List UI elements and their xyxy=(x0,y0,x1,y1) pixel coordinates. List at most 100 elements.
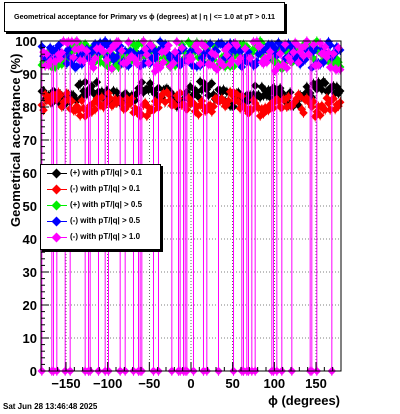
y-tick-label: 70 xyxy=(23,133,37,148)
data-point xyxy=(260,53,270,63)
x-tick-label: −100 xyxy=(93,376,122,391)
data-point xyxy=(67,37,77,46)
data-point xyxy=(280,40,290,49)
data-point xyxy=(152,99,162,109)
data-point xyxy=(335,86,345,96)
legend-label: (+) with pT/|q| > 0.5 xyxy=(70,200,143,209)
data-point xyxy=(222,50,232,60)
data-point xyxy=(299,51,308,61)
data-point xyxy=(99,47,108,56)
data-point xyxy=(315,111,325,120)
data-point xyxy=(75,111,85,120)
data-point xyxy=(205,39,215,49)
data-point xyxy=(290,97,300,106)
x-tick-label: 50 xyxy=(225,376,239,391)
data-point xyxy=(169,58,178,68)
data-point xyxy=(42,49,52,59)
data-point xyxy=(212,94,222,104)
data-point xyxy=(320,78,330,88)
data-point xyxy=(284,92,293,102)
data-point xyxy=(54,88,63,97)
data-point xyxy=(325,40,335,50)
data-point xyxy=(315,38,325,48)
data-point xyxy=(114,37,123,47)
data-point xyxy=(255,93,265,102)
data-point xyxy=(329,49,338,59)
data-point xyxy=(162,44,172,54)
y-tick-label: 90 xyxy=(23,67,37,82)
data-point xyxy=(152,61,162,71)
data-point xyxy=(197,53,207,63)
data-point xyxy=(57,48,67,57)
data-point xyxy=(210,50,220,60)
data-point xyxy=(117,46,127,56)
data-point xyxy=(270,43,280,53)
data-point xyxy=(187,54,197,64)
x-tick-label: 100 xyxy=(263,376,285,391)
data-point xyxy=(127,52,137,61)
y-tick-label: 0 xyxy=(30,364,37,379)
data-point xyxy=(315,81,325,91)
data-point xyxy=(105,45,115,55)
data-point xyxy=(155,63,165,73)
data-point xyxy=(224,96,233,106)
data-point xyxy=(192,39,202,48)
data-point xyxy=(82,46,92,56)
data-point xyxy=(335,97,345,107)
data-point xyxy=(280,95,290,104)
data-point xyxy=(334,43,343,53)
data-point xyxy=(192,102,202,112)
data-point xyxy=(240,44,250,53)
data-point xyxy=(197,85,207,95)
data-point xyxy=(112,87,122,97)
data-point xyxy=(275,83,285,93)
data-point xyxy=(224,42,233,51)
y-tick-label: 60 xyxy=(23,166,37,181)
data-point xyxy=(112,52,122,62)
data-point xyxy=(147,41,157,51)
data-point xyxy=(207,48,217,58)
data-point xyxy=(234,97,243,107)
data-point xyxy=(195,59,205,69)
data-point xyxy=(77,96,87,105)
data-point xyxy=(332,54,342,64)
data-point xyxy=(320,42,330,52)
data-point xyxy=(275,49,285,58)
legend-marker xyxy=(51,216,62,227)
data-point xyxy=(74,45,83,54)
data-point xyxy=(300,41,310,51)
data-point xyxy=(200,42,210,51)
data-point xyxy=(194,46,203,56)
data-point xyxy=(170,47,180,57)
data-point xyxy=(97,93,107,102)
data-point xyxy=(132,89,142,98)
data-point xyxy=(177,43,187,53)
data-point xyxy=(192,87,202,97)
data-point xyxy=(127,94,137,103)
data-point xyxy=(104,42,113,52)
data-point xyxy=(164,89,173,99)
data-point xyxy=(320,105,330,115)
data-point xyxy=(172,54,182,63)
legend-marker xyxy=(51,200,62,211)
data-point xyxy=(282,63,292,73)
data-point xyxy=(194,110,203,119)
data-point xyxy=(164,41,173,50)
data-point xyxy=(335,65,345,74)
data-point xyxy=(130,96,140,105)
data-point xyxy=(325,105,335,115)
data-point xyxy=(292,40,302,49)
data-point xyxy=(207,107,217,117)
data-point xyxy=(55,54,65,64)
data-point xyxy=(295,47,305,57)
data-point xyxy=(280,54,290,63)
data-point xyxy=(265,87,275,96)
data-point xyxy=(44,52,53,62)
data-point xyxy=(132,59,142,68)
data-point xyxy=(197,96,207,106)
data-point xyxy=(220,53,230,63)
data-point xyxy=(55,91,65,100)
axis-layer: 0 10 20 30 40 50 60 70 80 90 100 −150 −100 −50 0 50 100 1… xyxy=(15,34,342,391)
data-point xyxy=(330,104,340,114)
